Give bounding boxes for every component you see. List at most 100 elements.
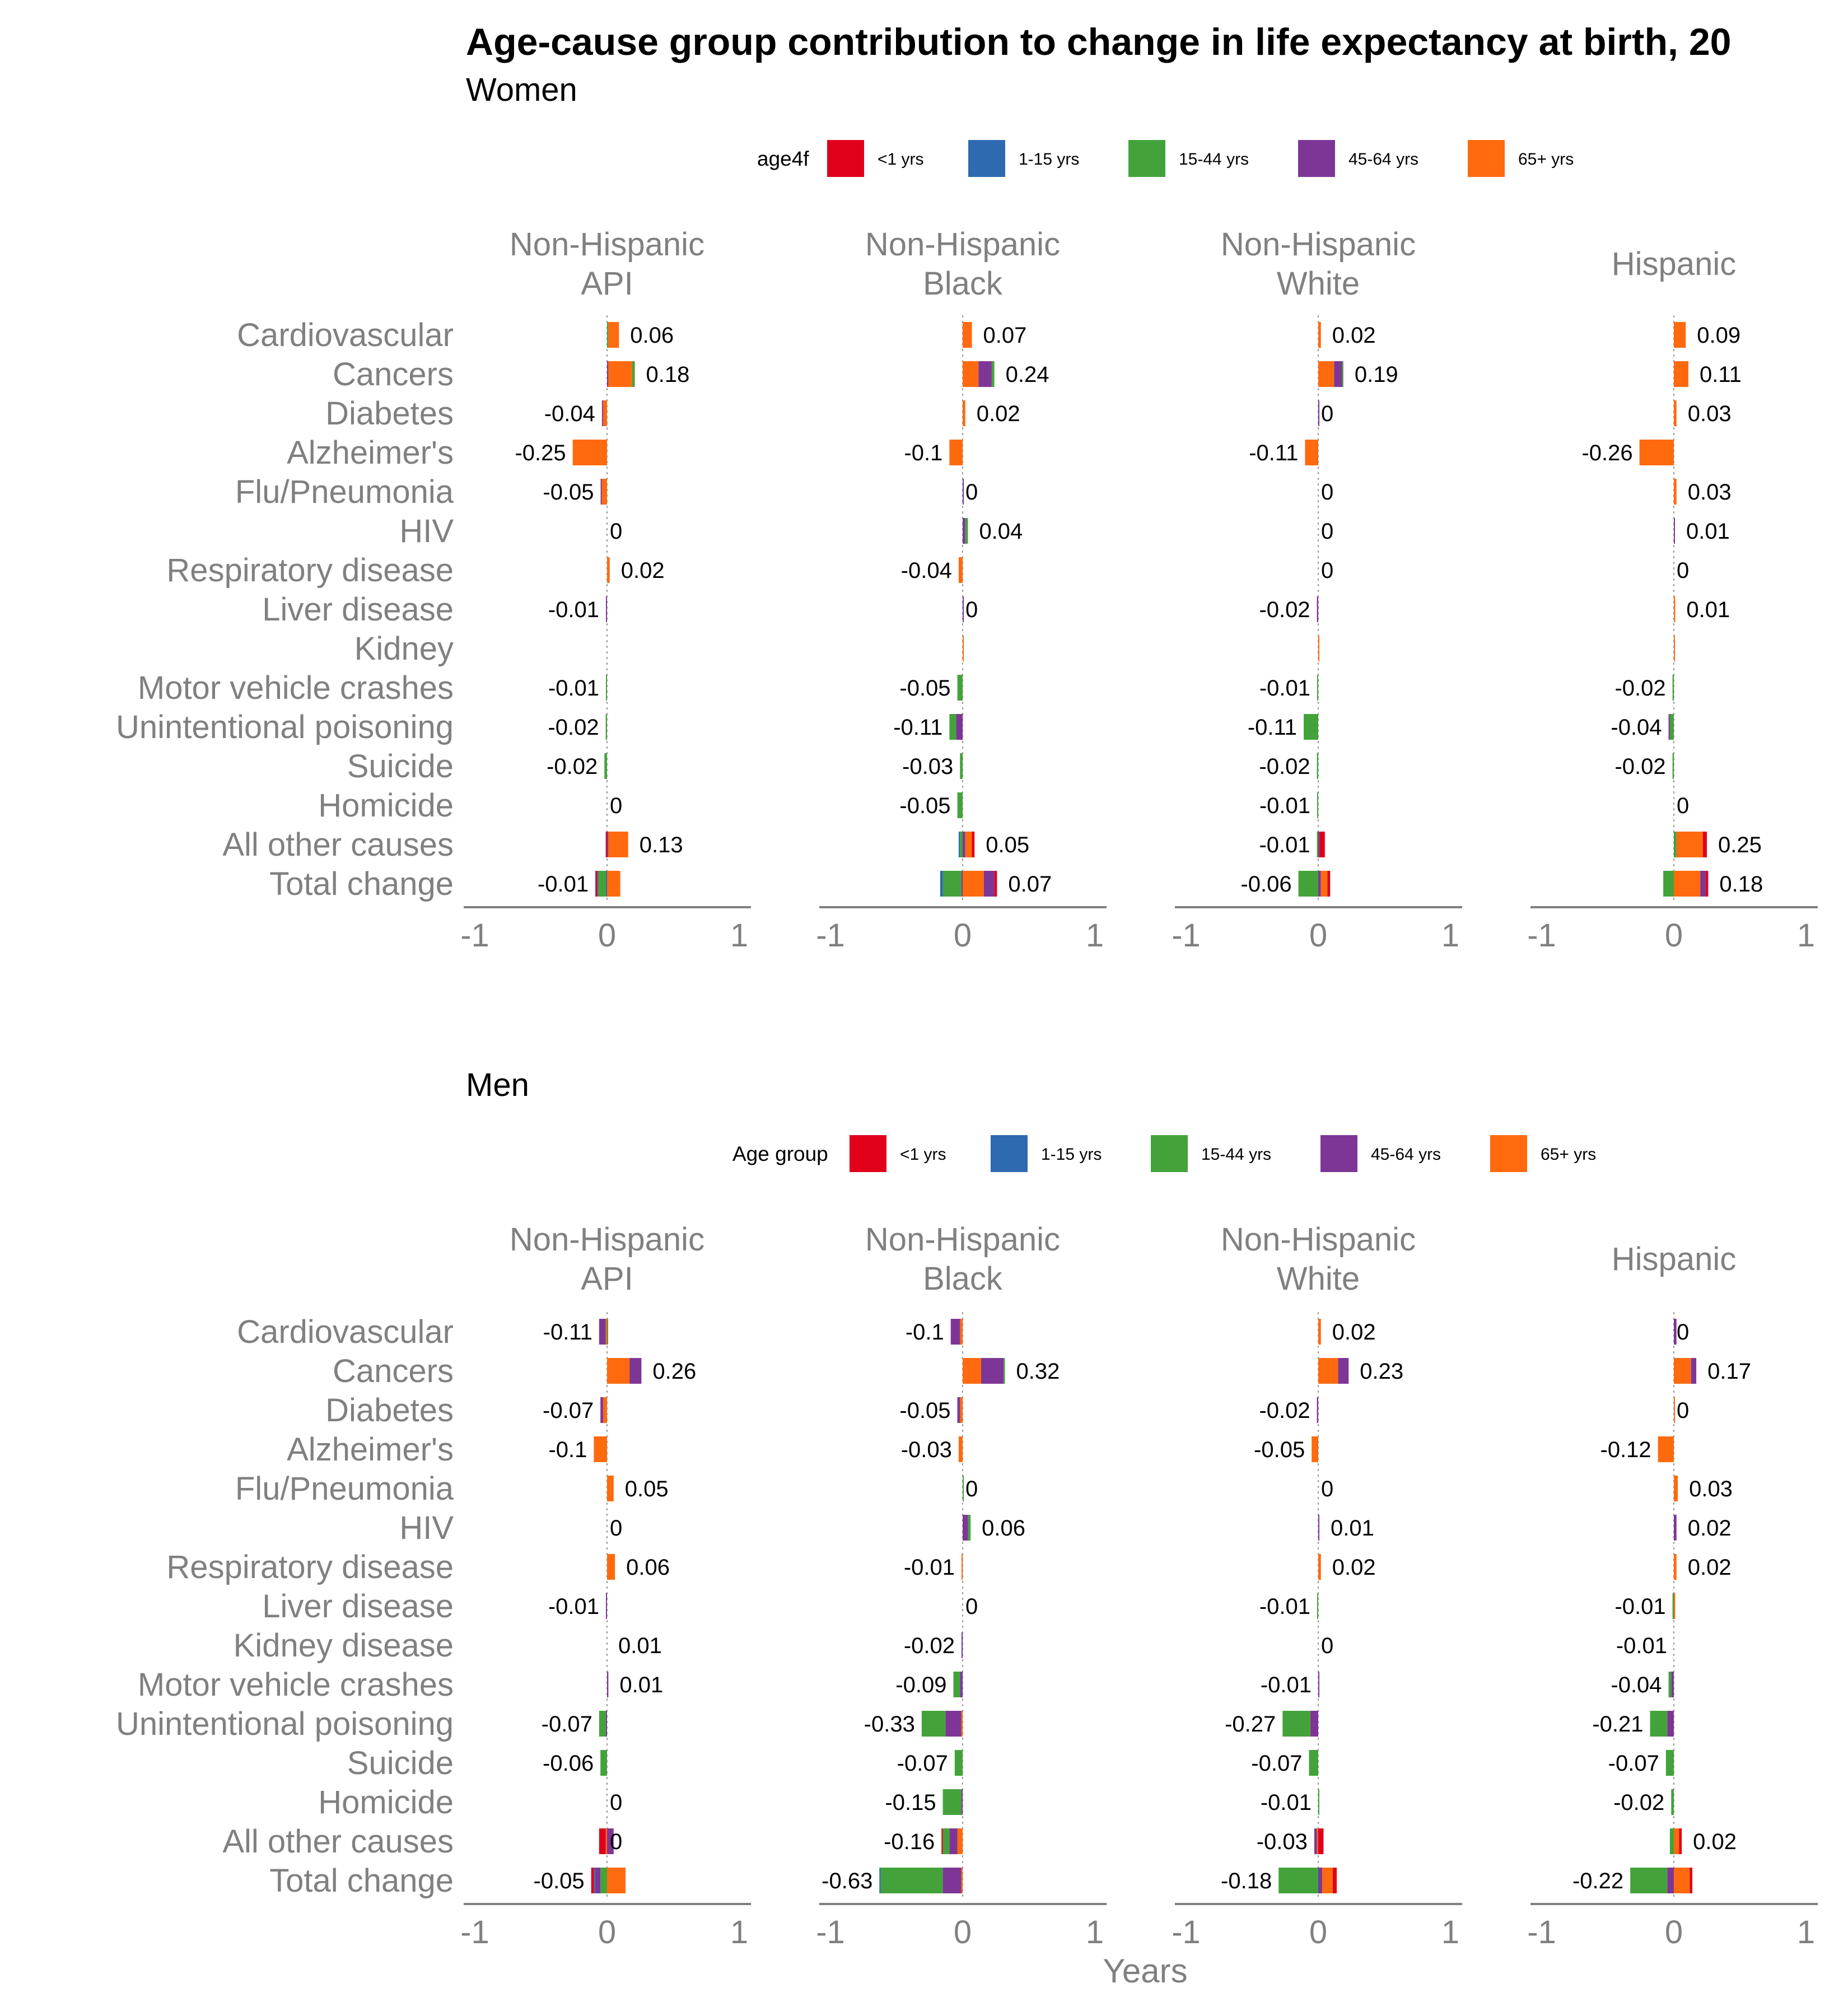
bar-segment <box>958 557 963 583</box>
data-label: -0.06 <box>1240 872 1291 897</box>
category-label: Homicide <box>318 1784 454 1821</box>
bar-segment <box>1650 1711 1668 1737</box>
data-label: 0 <box>1677 1398 1689 1423</box>
x-tick-label: 0 <box>954 1914 972 1950</box>
category-label: Unintentional poisoning <box>116 1706 454 1742</box>
bar-segment <box>962 1554 963 1580</box>
bar-segment <box>949 714 956 740</box>
data-label: -0.21 <box>1592 1712 1643 1737</box>
data-label: 0.24 <box>1006 362 1049 387</box>
bar-segment <box>600 1868 607 1893</box>
bar-segment <box>1674 596 1676 622</box>
bar-segment <box>1691 1358 1697 1384</box>
bar-segment <box>1674 1319 1677 1345</box>
data-label: -0.02 <box>1613 1790 1664 1815</box>
bar-segment <box>963 322 972 348</box>
bar-segment <box>607 1828 614 1854</box>
legend-label: 45-64 yrs <box>1348 150 1418 169</box>
bar-segment <box>1669 1828 1674 1854</box>
bar-segment <box>961 1711 963 1737</box>
data-label: 0 <box>610 1516 622 1541</box>
data-label: 0 <box>1677 1320 1689 1345</box>
data-label: -0.07 <box>1251 1751 1302 1776</box>
data-label: -0.03 <box>901 1438 952 1462</box>
x-tick-label: 1 <box>1797 1914 1815 1950</box>
data-label: -0.01 <box>548 1594 599 1619</box>
bar-segment <box>1318 400 1319 426</box>
bar-segment <box>960 1397 963 1423</box>
bar-segment <box>963 832 965 857</box>
bar-segment <box>606 1593 607 1619</box>
bar-segment <box>960 753 963 779</box>
facet-panel: Hispanic 0.09 0.11 0.03 -0.26 0.03 0.01 0 0.01 -0… <box>1527 246 1818 954</box>
bar-segment <box>1668 714 1670 740</box>
data-label: -0.11 <box>1248 715 1297 740</box>
data-label: -0.04 <box>901 558 952 583</box>
data-label: -0.04 <box>1611 1673 1662 1697</box>
x-tick-label: -1 <box>460 917 489 954</box>
category-label: HIV <box>399 1510 454 1546</box>
bar-segment <box>1672 675 1674 701</box>
data-label: -0.1 <box>906 1320 944 1345</box>
legend-label: <1 yrs <box>900 1145 946 1164</box>
bar-segment <box>942 1789 962 1815</box>
data-label: 0.03 <box>1689 1477 1733 1501</box>
bar-segment <box>1312 1436 1318 1462</box>
bar-segment <box>950 1319 960 1345</box>
legend-swatch <box>1490 1135 1527 1172</box>
bar-segment <box>1317 596 1318 622</box>
x-tick-label: 0 <box>954 917 972 954</box>
data-label: 0 <box>1321 558 1333 583</box>
data-label: -0.11 <box>893 715 942 740</box>
chart-group-women: Women age4f <1 yrs 1-15 yrs 15-44 yrs 45-64 y… <box>116 72 1818 954</box>
data-label: 0 <box>1321 519 1333 544</box>
legend-label: 15-44 yrs <box>1179 150 1249 169</box>
data-label: -0.01 <box>1259 794 1310 818</box>
bar-segment <box>1318 322 1321 348</box>
data-label: -0.01 <box>1259 1594 1310 1619</box>
bar-segment <box>1690 1868 1693 1893</box>
bar-segment <box>963 479 964 505</box>
bar-segment <box>607 1868 626 1893</box>
bar-segment <box>1334 361 1342 387</box>
data-label: -0.01 <box>1259 676 1310 701</box>
data-label: -0.03 <box>1257 1830 1308 1854</box>
legend-swatch <box>1151 1135 1188 1172</box>
x-tick-label: -1 <box>1172 917 1201 954</box>
data-label: 0.01 <box>1686 598 1730 622</box>
bar-segment <box>961 1868 963 1893</box>
bar-segment <box>1317 1397 1318 1423</box>
bar-segment <box>949 1828 958 1854</box>
data-label: 0.13 <box>640 833 683 857</box>
bar-segment <box>953 1672 960 1697</box>
bar-segment <box>1317 753 1318 779</box>
data-label: -0.02 <box>904 1634 955 1658</box>
data-label: -0.26 <box>1581 441 1632 465</box>
category-label: Kidney disease <box>234 1627 454 1664</box>
bar-segment <box>972 832 975 857</box>
bar-segment <box>601 479 607 505</box>
bar-segment <box>605 1319 607 1345</box>
bar-segment <box>1668 1672 1672 1697</box>
data-label: -0.05 <box>1254 1438 1305 1462</box>
x-tick-label: 1 <box>730 917 748 954</box>
data-label: -0.11 <box>543 1320 592 1345</box>
x-tick-label: 1 <box>1086 917 1104 954</box>
data-label: 0.02 <box>1332 1320 1376 1345</box>
bar-segment <box>1674 1593 1676 1619</box>
bar-segment <box>1342 361 1343 387</box>
bar-segment <box>961 1789 963 1815</box>
legend-swatch <box>850 1135 886 1172</box>
bar-segment <box>604 753 607 779</box>
bar-segment <box>957 1397 960 1423</box>
data-label: 0 <box>1321 1477 1333 1501</box>
data-label: 0 <box>610 1790 622 1815</box>
bar-segment <box>607 1554 615 1580</box>
bar-segment <box>1318 636 1319 661</box>
bar-segment <box>1309 1750 1318 1776</box>
category-label: Respiratory disease <box>166 1549 454 1585</box>
bar-segment <box>1317 1593 1318 1619</box>
bar-segment <box>1004 1358 1005 1384</box>
bar-segment <box>1671 1672 1674 1697</box>
